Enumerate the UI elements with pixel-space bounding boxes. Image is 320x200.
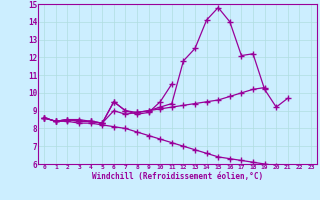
X-axis label: Windchill (Refroidissement éolien,°C): Windchill (Refroidissement éolien,°C): [92, 172, 263, 181]
